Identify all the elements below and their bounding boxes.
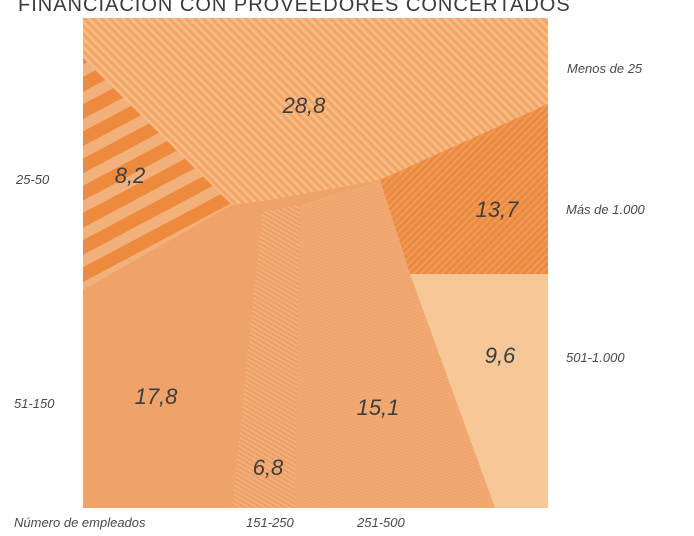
value-label-151-250: 6,8 xyxy=(252,455,284,480)
value-label-501-1000: 9,6 xyxy=(484,343,516,368)
slice-51-150 xyxy=(83,205,262,508)
value-label-mas-de-1000: 13,7 xyxy=(475,197,519,222)
category-label-menos-de-25: Menos de 25 xyxy=(567,61,643,76)
x-axis-caption: Número de empleados xyxy=(14,515,146,530)
category-label-25-50: 25-50 xyxy=(16,172,50,187)
slice-501-1000 xyxy=(410,274,548,508)
slice-menos-de-25 xyxy=(83,18,548,205)
value-label-251-500: 15,1 xyxy=(356,395,400,420)
slice-25-50 xyxy=(83,58,232,290)
slice-251-500 xyxy=(295,180,495,508)
category-label-501-1000: 501-1.000 xyxy=(566,350,625,365)
category-label-mas-de-1000: Más de 1.000 xyxy=(566,202,645,217)
slice-151-250 xyxy=(232,205,300,508)
value-label-menos-de-25: 28,8 xyxy=(282,93,326,118)
value-label-51-150: 17,8 xyxy=(134,384,178,409)
category-label-151-250: 151-250 xyxy=(246,515,294,530)
value-label-25-50: 8,2 xyxy=(114,163,146,188)
category-label-51-150: 51-150 xyxy=(14,396,55,411)
chart-title: FINANCIACIÓN CON PROVEEDORES CONCERTADOS xyxy=(18,0,571,16)
slice-mas-de-1000 xyxy=(380,104,548,274)
category-label-251-500: 251-500 xyxy=(357,515,405,530)
